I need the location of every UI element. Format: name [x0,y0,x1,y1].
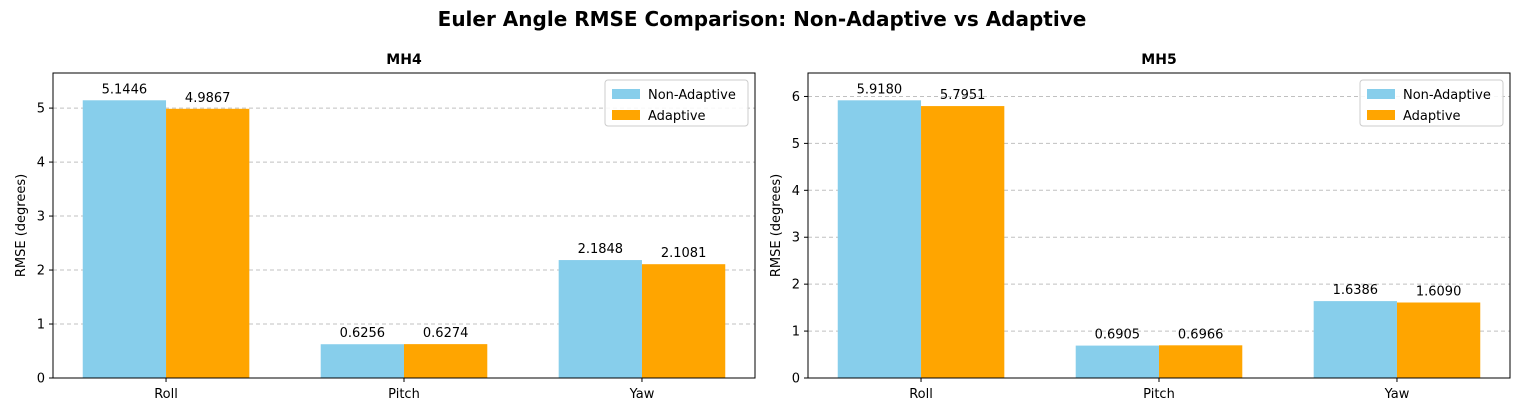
bar-non-adaptive-yaw [558,260,642,378]
bar-non-adaptive-pitch [320,344,404,378]
legend: Non-Adaptive Adaptive [1359,79,1504,127]
bar-non-adaptive-yaw [1313,301,1397,378]
bar-value-label: 0.6256 [340,326,386,341]
x-tick-label: Yaw [629,387,655,402]
y-tick-label: 6 [792,90,800,105]
subplot-title: MH4 [386,52,422,68]
bar-adaptive-roll [921,106,1005,378]
legend-label: Adaptive [1403,109,1461,124]
bar-value-label: 1.6386 [1333,283,1379,298]
legend-swatch [1367,110,1395,120]
y-tick-label: 0 [37,372,45,387]
y-tick-label: 0 [792,372,800,387]
bar-adaptive-roll [166,108,250,378]
legend-label: Non-Adaptive [648,88,736,103]
bar-adaptive-pitch [404,344,488,378]
x-tick-label: Pitch [388,387,420,402]
bar-value-label: 1.6090 [1416,285,1462,300]
bar-non-adaptive-pitch [1075,345,1159,378]
bar-value-label: 0.6905 [1095,328,1141,343]
bar-non-adaptive-roll [837,100,922,378]
x-tick-label: Pitch [1143,387,1175,402]
legend: Non-Adaptive Adaptive [604,79,749,127]
legend-box [1359,79,1504,127]
bar-adaptive-yaw [641,264,726,378]
legend-box [604,79,749,127]
axes-frame [52,72,756,379]
y-tick-label: 4 [792,184,800,199]
bar-value-label: 5.1446 [102,82,148,97]
legend-label: Adaptive [648,109,706,124]
y-tick-label: 2 [37,264,45,279]
y-tick-label: 2 [792,278,800,293]
bar-non-adaptive-roll [82,100,167,378]
y-axis-label: RMSE (degrees) [769,174,784,277]
subplot-title: MH5 [1141,52,1176,68]
y-tick-label: 5 [37,102,45,117]
bar-value-label: 2.1848 [578,242,624,257]
y-tick-label: 3 [37,210,45,225]
legend-swatch [612,110,640,120]
chart-panel-mh4: MH4 0 1 2 3 4 5 5.1446 4.9867 Roll 0.6256 0.6274 Pit… [14,52,756,402]
bar-value-label: 4.9867 [185,91,231,106]
y-tick-label: 4 [37,156,45,171]
bar-value-label: 0.6966 [1178,327,1224,342]
legend-label: Non-Adaptive [1403,88,1491,103]
y-tick-label: 3 [792,231,800,246]
bar-value-label: 0.6274 [423,326,469,341]
x-tick-label: Roll [909,387,933,402]
x-tick-label: Yaw [1384,387,1410,402]
bar-value-label: 5.9180 [857,82,903,97]
legend-swatch [612,89,640,99]
figure-title: Euler Angle RMSE Comparison: Non-Adaptiv… [438,7,1087,31]
y-tick-label: 1 [792,325,800,340]
y-tick-label: 1 [37,318,45,333]
y-tick-label: 5 [792,137,800,152]
bar-value-label: 5.7951 [940,88,986,103]
x-tick-label: Roll [154,387,178,402]
y-axis-label: RMSE (degrees) [14,174,29,277]
bar-adaptive-pitch [1159,345,1243,378]
chart-panel-mh5: MH5 0 1 2 3 4 5 6 5.9180 5.7951 Roll 0.6905 0.6966 Pi… [769,52,1511,402]
bar-value-label: 2.1081 [661,246,707,261]
axes-frame [807,72,1511,379]
legend-swatch [1367,89,1395,99]
bar-adaptive-yaw [1396,302,1481,378]
